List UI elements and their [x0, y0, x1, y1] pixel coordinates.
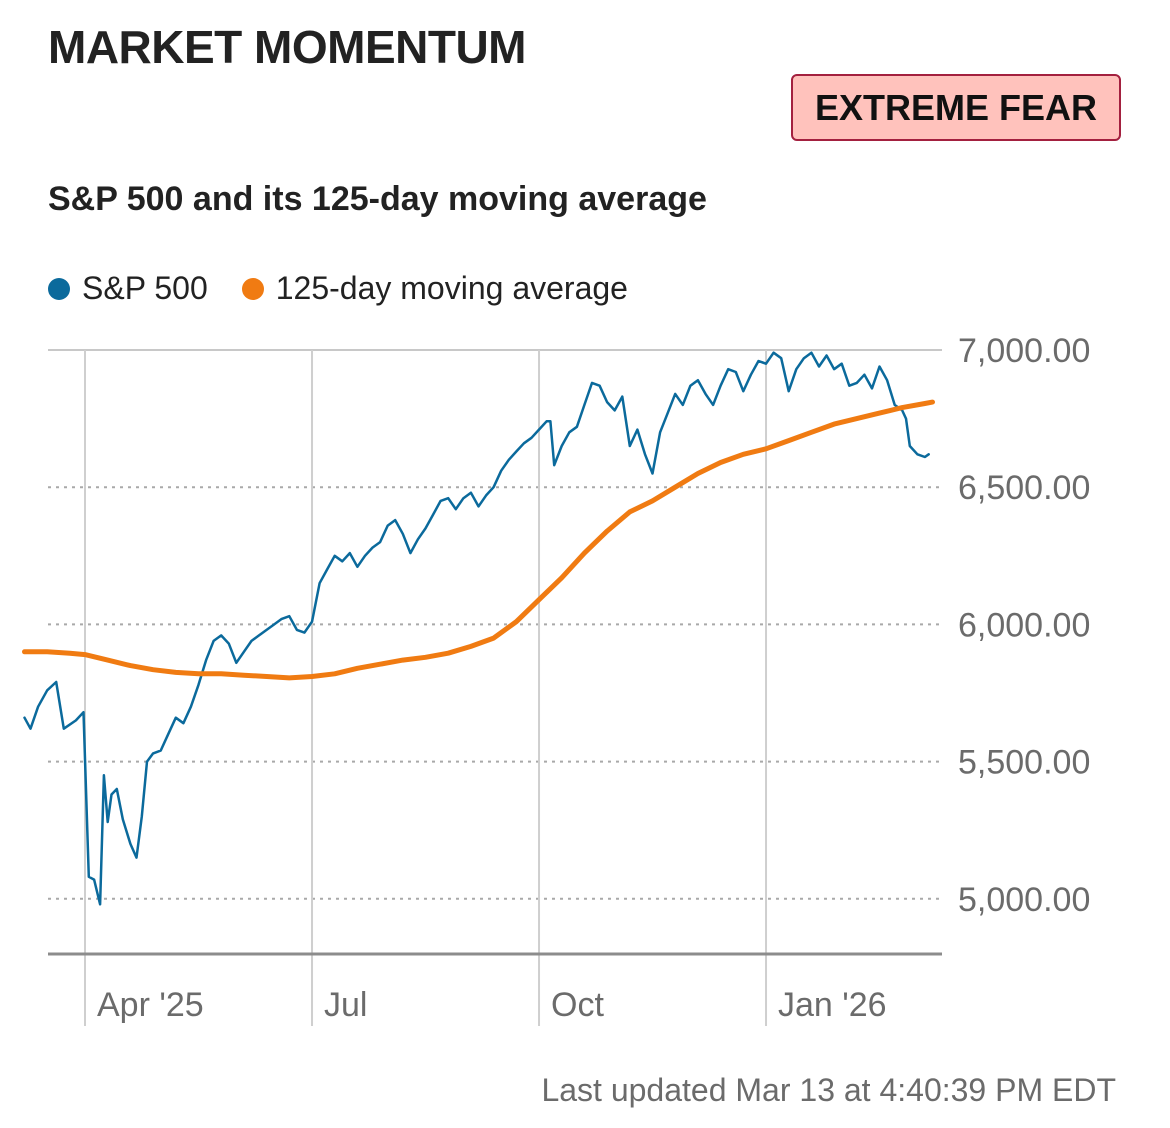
- x-tick-label: Oct: [551, 986, 604, 1024]
- y-tick-label: 7,000.00: [958, 332, 1090, 370]
- legend-label-sp500: S&P 500: [82, 270, 208, 306]
- x-tick-label: Jan '26: [778, 986, 887, 1024]
- x-tick-label: Apr '25: [97, 986, 204, 1024]
- section-title: MARKET MOMENTUM: [48, 21, 527, 73]
- y-tick-label: 6,000.00: [958, 606, 1090, 644]
- moving-average-line: [22, 399, 935, 681]
- legend-item-sp500: S&P 500: [48, 270, 208, 307]
- last-updated-text: Last updated Mar 13 at 4:40:39 PM EDT: [541, 1072, 1116, 1108]
- legend-item-moving-average: 125-day moving average: [241, 270, 628, 307]
- sentiment-badge: EXTREME FEAR: [790, 74, 1121, 141]
- sp500-line: [23, 351, 930, 906]
- y-tick-label: 5,500.00: [958, 744, 1090, 782]
- y-tick-label: 6,500.00: [958, 469, 1090, 507]
- chart-subtitle: S&P 500 and its 125-day moving average: [48, 180, 707, 218]
- moving-average-dot-icon: [241, 277, 264, 300]
- sp500-dot-icon: [48, 277, 70, 300]
- x-tick-label: Jul: [324, 986, 367, 1024]
- chart-legend: S&P 500 125-day moving average: [48, 270, 662, 307]
- y-tick-label: 5,000.00: [958, 881, 1090, 919]
- legend-label-moving-average: 125-day moving average: [275, 270, 628, 306]
- momentum-chart: 7,000.00 6,500.00 6,000.00 5,500.00 5,000.00…: [22, 332, 1090, 1026]
